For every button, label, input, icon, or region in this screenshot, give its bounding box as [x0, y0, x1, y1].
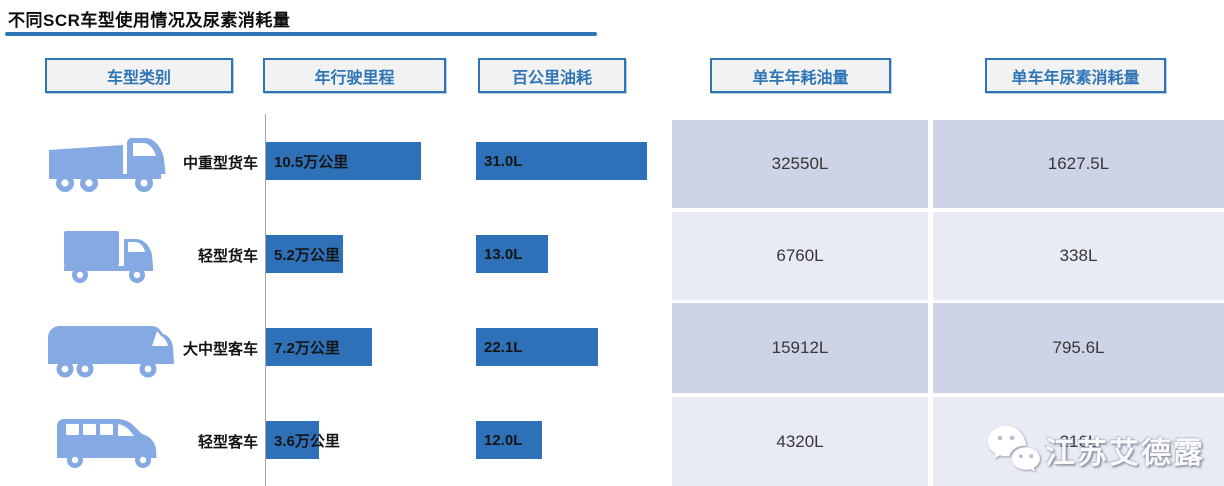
light-truck-icon — [60, 226, 160, 286]
light-bus-icon — [54, 410, 169, 470]
mileage-bar-label: 10.5万公里 — [274, 153, 349, 171]
title-underline — [5, 32, 597, 36]
column-header-vehicle-type: 车型类别 — [45, 58, 233, 93]
fuel-bar-label: 13.0L — [484, 245, 523, 263]
heavy-truck-icon — [46, 130, 168, 194]
annual-fuel-cell: 6760L — [672, 212, 928, 300]
fuel-bar: 22.1L — [476, 328, 598, 366]
mileage-bar: 5.2万公里 — [266, 235, 343, 273]
column-header-annual-mileage: 年行驶里程 — [263, 58, 446, 93]
mileage-bar: 3.6万公里 — [266, 421, 340, 459]
page-title: 不同SCR车型使用情况及尿素消耗量 — [8, 11, 291, 30]
fuel-bar-label: 12.0L — [484, 431, 523, 449]
column-header-fuel-per-100km: 百公里油耗 — [478, 58, 626, 93]
axis-line — [265, 114, 266, 486]
fuel-bar: 31.0L — [476, 142, 647, 180]
mileage-bar: 10.5万公里 — [266, 142, 421, 180]
annual-urea-cell: 1627.5L — [933, 120, 1224, 208]
column-header-annual-urea: 单车年尿素消耗量 — [985, 58, 1166, 93]
vehicle-label: 大中型客车 — [182, 341, 258, 358]
annual-urea-cell: 795.6L — [933, 303, 1224, 393]
mileage-bar-label: 5.2万公里 — [274, 246, 340, 264]
vehicle-label: 中重型货车 — [182, 155, 258, 172]
coach-bus-icon — [44, 316, 176, 380]
mileage-bar-label: 3.6万公里 — [274, 432, 340, 450]
annual-fuel-cell: 4320L — [672, 397, 928, 486]
column-header-annual-fuel: 单车年耗油量 — [710, 58, 891, 93]
vehicle-label: 轻型客车 — [197, 434, 258, 451]
fuel-bar-label: 31.0L — [484, 152, 523, 170]
mileage-bar: 7.2万公里 — [266, 328, 372, 366]
fuel-bar-label: 22.1L — [484, 338, 523, 356]
vehicle-label: 轻型货车 — [197, 248, 258, 265]
annual-fuel-cell: 32550L — [672, 120, 928, 208]
fuel-bar: 12.0L — [476, 421, 542, 459]
annual-urea-cell: 216L — [933, 397, 1224, 486]
fuel-bar: 13.0L — [476, 235, 548, 273]
annual-urea-cell: 338L — [933, 212, 1224, 300]
mileage-bar-label: 7.2万公里 — [274, 339, 340, 357]
annual-fuel-cell: 15912L — [672, 303, 928, 393]
